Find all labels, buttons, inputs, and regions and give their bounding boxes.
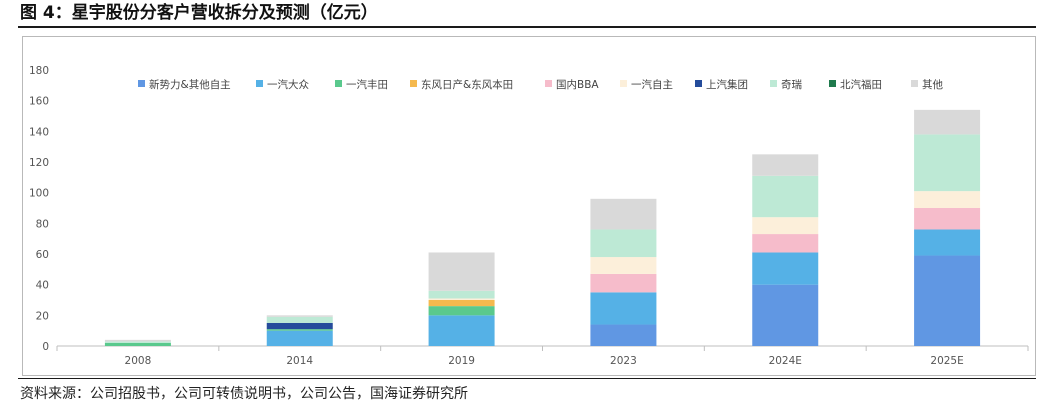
bar-segment	[428, 306, 495, 316]
bar-segment	[914, 134, 981, 192]
figure-title: 图 4：星宇股份分客户营收拆分及预测（亿元）	[20, 3, 378, 23]
title-rule	[18, 26, 1036, 28]
bar-segment	[590, 292, 657, 325]
bar-segment	[104, 339, 171, 342]
legend-swatch	[620, 80, 627, 87]
x-tick-label: 2023	[610, 355, 637, 367]
bar-segment	[752, 234, 819, 253]
legend-swatch	[410, 80, 417, 87]
bar-segment	[590, 229, 657, 258]
legend-label: 上汽集团	[706, 78, 748, 91]
legend-label: 一汽大众	[267, 78, 309, 91]
bottom-rule	[18, 378, 1036, 379]
bar-segment	[590, 324, 657, 346]
bar-segment	[752, 175, 819, 218]
bar-segment	[104, 341, 171, 343]
x-tick-label: 2025E	[930, 355, 963, 367]
y-tick-label: 160	[29, 96, 49, 108]
legend-label: 其他	[922, 78, 943, 91]
x-tick-label: 2008	[125, 355, 152, 367]
y-tick-label: 120	[29, 157, 49, 169]
x-tick-label: 2019	[448, 355, 475, 367]
legend-label: 一汽丰田	[346, 78, 388, 91]
bar-segment	[752, 217, 819, 235]
bar-segment	[914, 255, 981, 346]
bar-segment	[104, 342, 171, 346]
bar-segment	[428, 290, 495, 299]
bar-segment	[266, 330, 333, 346]
chart-frame: 0 20 40 60 80 100 120 140 160 180 2008 2014 2019 2023…	[22, 36, 1036, 376]
bar-segment	[266, 316, 333, 323]
legend-swatch	[911, 80, 918, 87]
legend-swatch	[545, 80, 552, 87]
bar-segment	[428, 298, 495, 300]
legend-swatch	[256, 80, 263, 87]
legend-swatch	[695, 80, 702, 87]
bar-segment	[914, 191, 981, 208]
legend-label: 奇瑞	[781, 78, 802, 91]
bar-segment	[752, 252, 819, 285]
legend-swatch	[335, 80, 342, 87]
bar-segment	[266, 323, 333, 330]
legend-label: 新势力&其他自主	[149, 78, 231, 91]
bar-segment	[752, 284, 819, 346]
x-tick-label: 2014	[286, 355, 313, 367]
bar-segment	[590, 273, 657, 293]
y-tick-label: 20	[36, 310, 49, 322]
x-tick-label: 2024E	[769, 355, 802, 367]
y-tick-label: 80	[36, 218, 49, 230]
bar-segment	[914, 229, 981, 256]
legend-label: 国内BBA	[556, 78, 599, 91]
legend-label: 东风日产&东风本田	[421, 78, 513, 91]
y-tick-label: 0	[42, 341, 49, 353]
bar-segment	[752, 154, 819, 176]
bar-segment	[428, 300, 495, 307]
y-tick-label: 100	[29, 188, 49, 200]
stacked-bar-chart: 0 20 40 60 80 100 120 140 160 180 2008 2014 2019 2023…	[29, 65, 1029, 367]
bar-segment	[590, 198, 657, 230]
source-note: 资料来源：公司招股书，公司可转债说明书，公司公告，国海证券研究所	[20, 386, 468, 402]
legend-swatch	[138, 80, 145, 87]
bar-segment	[590, 257, 657, 274]
legend-label: 一汽自主	[631, 78, 673, 91]
legend-swatch	[829, 80, 836, 87]
bar-segment	[914, 109, 981, 135]
y-tick-label: 180	[29, 65, 49, 77]
y-tick-label: 40	[36, 280, 49, 292]
bar-segment	[428, 252, 495, 291]
y-tick-label: 140	[29, 126, 49, 138]
legend-label: 北汽福田	[840, 78, 882, 91]
bar-segment	[266, 315, 333, 317]
bar-segment	[428, 315, 495, 346]
bar-segment	[266, 329, 333, 331]
legend-swatch	[770, 80, 777, 87]
y-tick-label: 60	[36, 249, 49, 261]
bar-segment	[914, 208, 981, 230]
